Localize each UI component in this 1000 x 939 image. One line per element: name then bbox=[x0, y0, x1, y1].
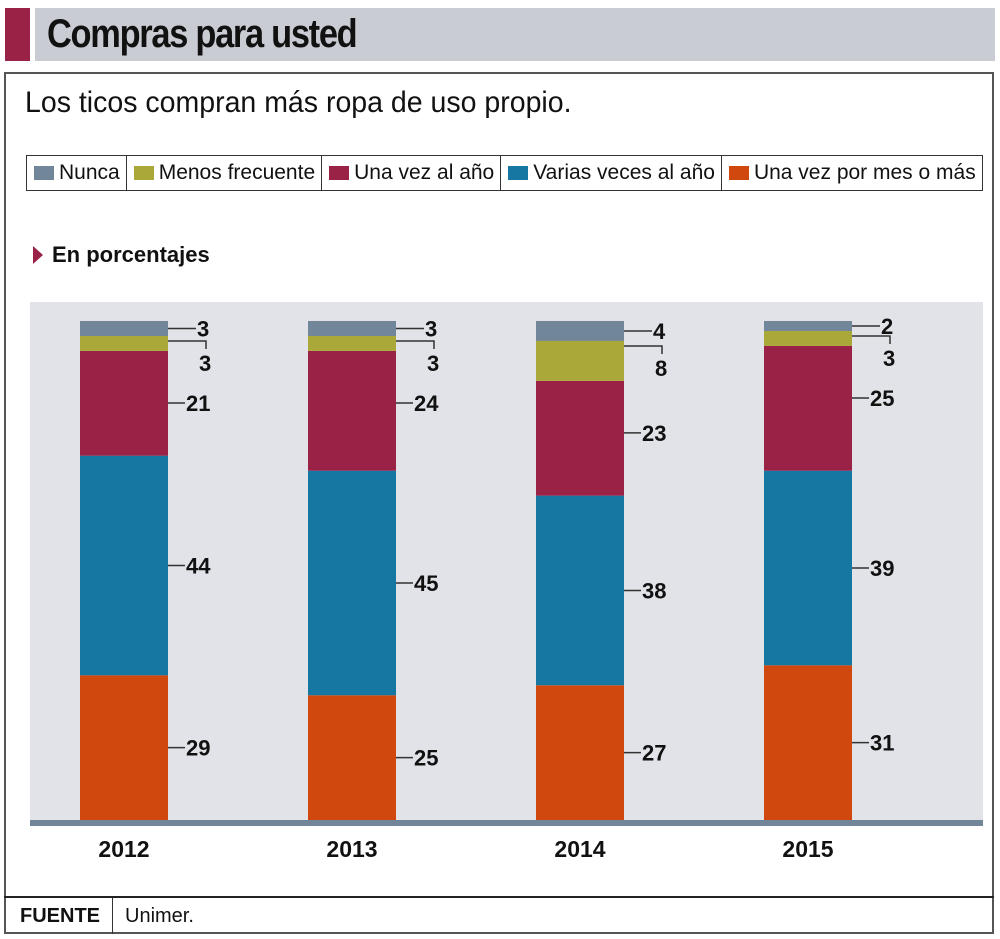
data-label: 23 bbox=[642, 421, 666, 446]
data-label: 45 bbox=[414, 571, 438, 596]
title-accent-bar bbox=[5, 8, 30, 61]
chart-frame bbox=[4, 72, 994, 934]
bar-segment bbox=[764, 470, 852, 666]
bar-segment bbox=[536, 321, 624, 341]
bar-segment bbox=[308, 350, 396, 471]
data-label: 31 bbox=[870, 731, 894, 756]
legend-swatch bbox=[34, 166, 54, 180]
unit-label-text: En porcentajes bbox=[52, 242, 210, 267]
bar-segment bbox=[308, 321, 396, 336]
bar-segment bbox=[536, 340, 624, 381]
chart-subtitle: Los ticos compran más ropa de uso propio… bbox=[25, 86, 572, 119]
x-tick-label: 2012 bbox=[98, 836, 149, 862]
data-label: 27 bbox=[642, 741, 666, 766]
legend-item: Varias veces al año bbox=[501, 156, 722, 190]
stacked-bar-chart: 2944213320122545243320132738238420143139… bbox=[30, 302, 983, 862]
unit-label: En porcentajes bbox=[33, 242, 210, 268]
data-label: 2 bbox=[881, 314, 893, 339]
legend-label: Nunca bbox=[59, 161, 120, 184]
data-label: 3 bbox=[425, 316, 437, 341]
bar-segment bbox=[764, 330, 852, 346]
data-label: 3 bbox=[197, 316, 209, 341]
data-label: 8 bbox=[655, 356, 667, 381]
data-label: 29 bbox=[186, 736, 210, 761]
bar-segment bbox=[764, 321, 852, 331]
legend-label: Una vez al año bbox=[354, 161, 495, 184]
bar-segment bbox=[764, 345, 852, 471]
baseline-axis bbox=[30, 820, 983, 826]
bar-segment bbox=[80, 455, 168, 676]
bar-segment bbox=[536, 685, 624, 820]
data-label: 3 bbox=[427, 351, 439, 376]
bar-segment bbox=[80, 350, 168, 456]
x-tick-label: 2014 bbox=[554, 836, 605, 862]
legend-label: Una vez por mes o más bbox=[753, 161, 976, 184]
bar-segment bbox=[536, 495, 624, 686]
bar-segment bbox=[308, 695, 396, 820]
page-title: Compras para usted bbox=[47, 12, 358, 56]
leader-line bbox=[624, 345, 663, 354]
bar-segment bbox=[536, 380, 624, 496]
bar-segment bbox=[308, 335, 396, 351]
bar-segment bbox=[80, 335, 168, 351]
leader-line bbox=[852, 335, 891, 344]
data-label: 25 bbox=[414, 746, 438, 771]
bar-segment bbox=[80, 321, 168, 336]
legend-swatch bbox=[728, 166, 749, 180]
triangle-right-icon bbox=[33, 246, 43, 264]
data-label: 3 bbox=[199, 351, 211, 376]
legend-item: Una vez al año bbox=[322, 156, 502, 190]
bar-segment bbox=[764, 665, 852, 820]
legend-label: Menos frecuente bbox=[158, 161, 316, 184]
leader-line bbox=[168, 340, 207, 349]
legend-item: Nunca bbox=[27, 156, 127, 190]
source-row: FUENTE Unimer. bbox=[4, 896, 994, 934]
legend-swatch bbox=[508, 166, 529, 180]
data-label: 4 bbox=[653, 319, 666, 344]
leader-line bbox=[396, 340, 435, 349]
legend-item: Menos frecuente bbox=[127, 156, 323, 190]
legend: Nunca Menos frecuente Una vez al año Varias… bbox=[26, 155, 983, 191]
legend-label: Varias veces al año bbox=[533, 161, 715, 184]
title-bar bbox=[35, 8, 995, 61]
data-label: 25 bbox=[870, 386, 894, 411]
legend-item: Una vez por mes o más bbox=[722, 156, 982, 190]
x-tick-label: 2013 bbox=[326, 836, 377, 862]
data-label: 21 bbox=[186, 391, 210, 416]
data-label: 24 bbox=[414, 391, 439, 416]
bar-segment bbox=[308, 470, 396, 696]
x-tick-label: 2015 bbox=[782, 836, 833, 862]
bar-segment bbox=[80, 675, 168, 820]
data-label: 39 bbox=[870, 556, 894, 581]
data-label: 3 bbox=[883, 346, 895, 371]
source-label: FUENTE bbox=[4, 898, 113, 934]
data-label: 38 bbox=[642, 578, 666, 603]
legend-swatch bbox=[329, 166, 350, 180]
source-value: Unimer. bbox=[125, 904, 194, 927]
legend-swatch bbox=[133, 166, 154, 180]
data-label: 44 bbox=[186, 554, 211, 579]
